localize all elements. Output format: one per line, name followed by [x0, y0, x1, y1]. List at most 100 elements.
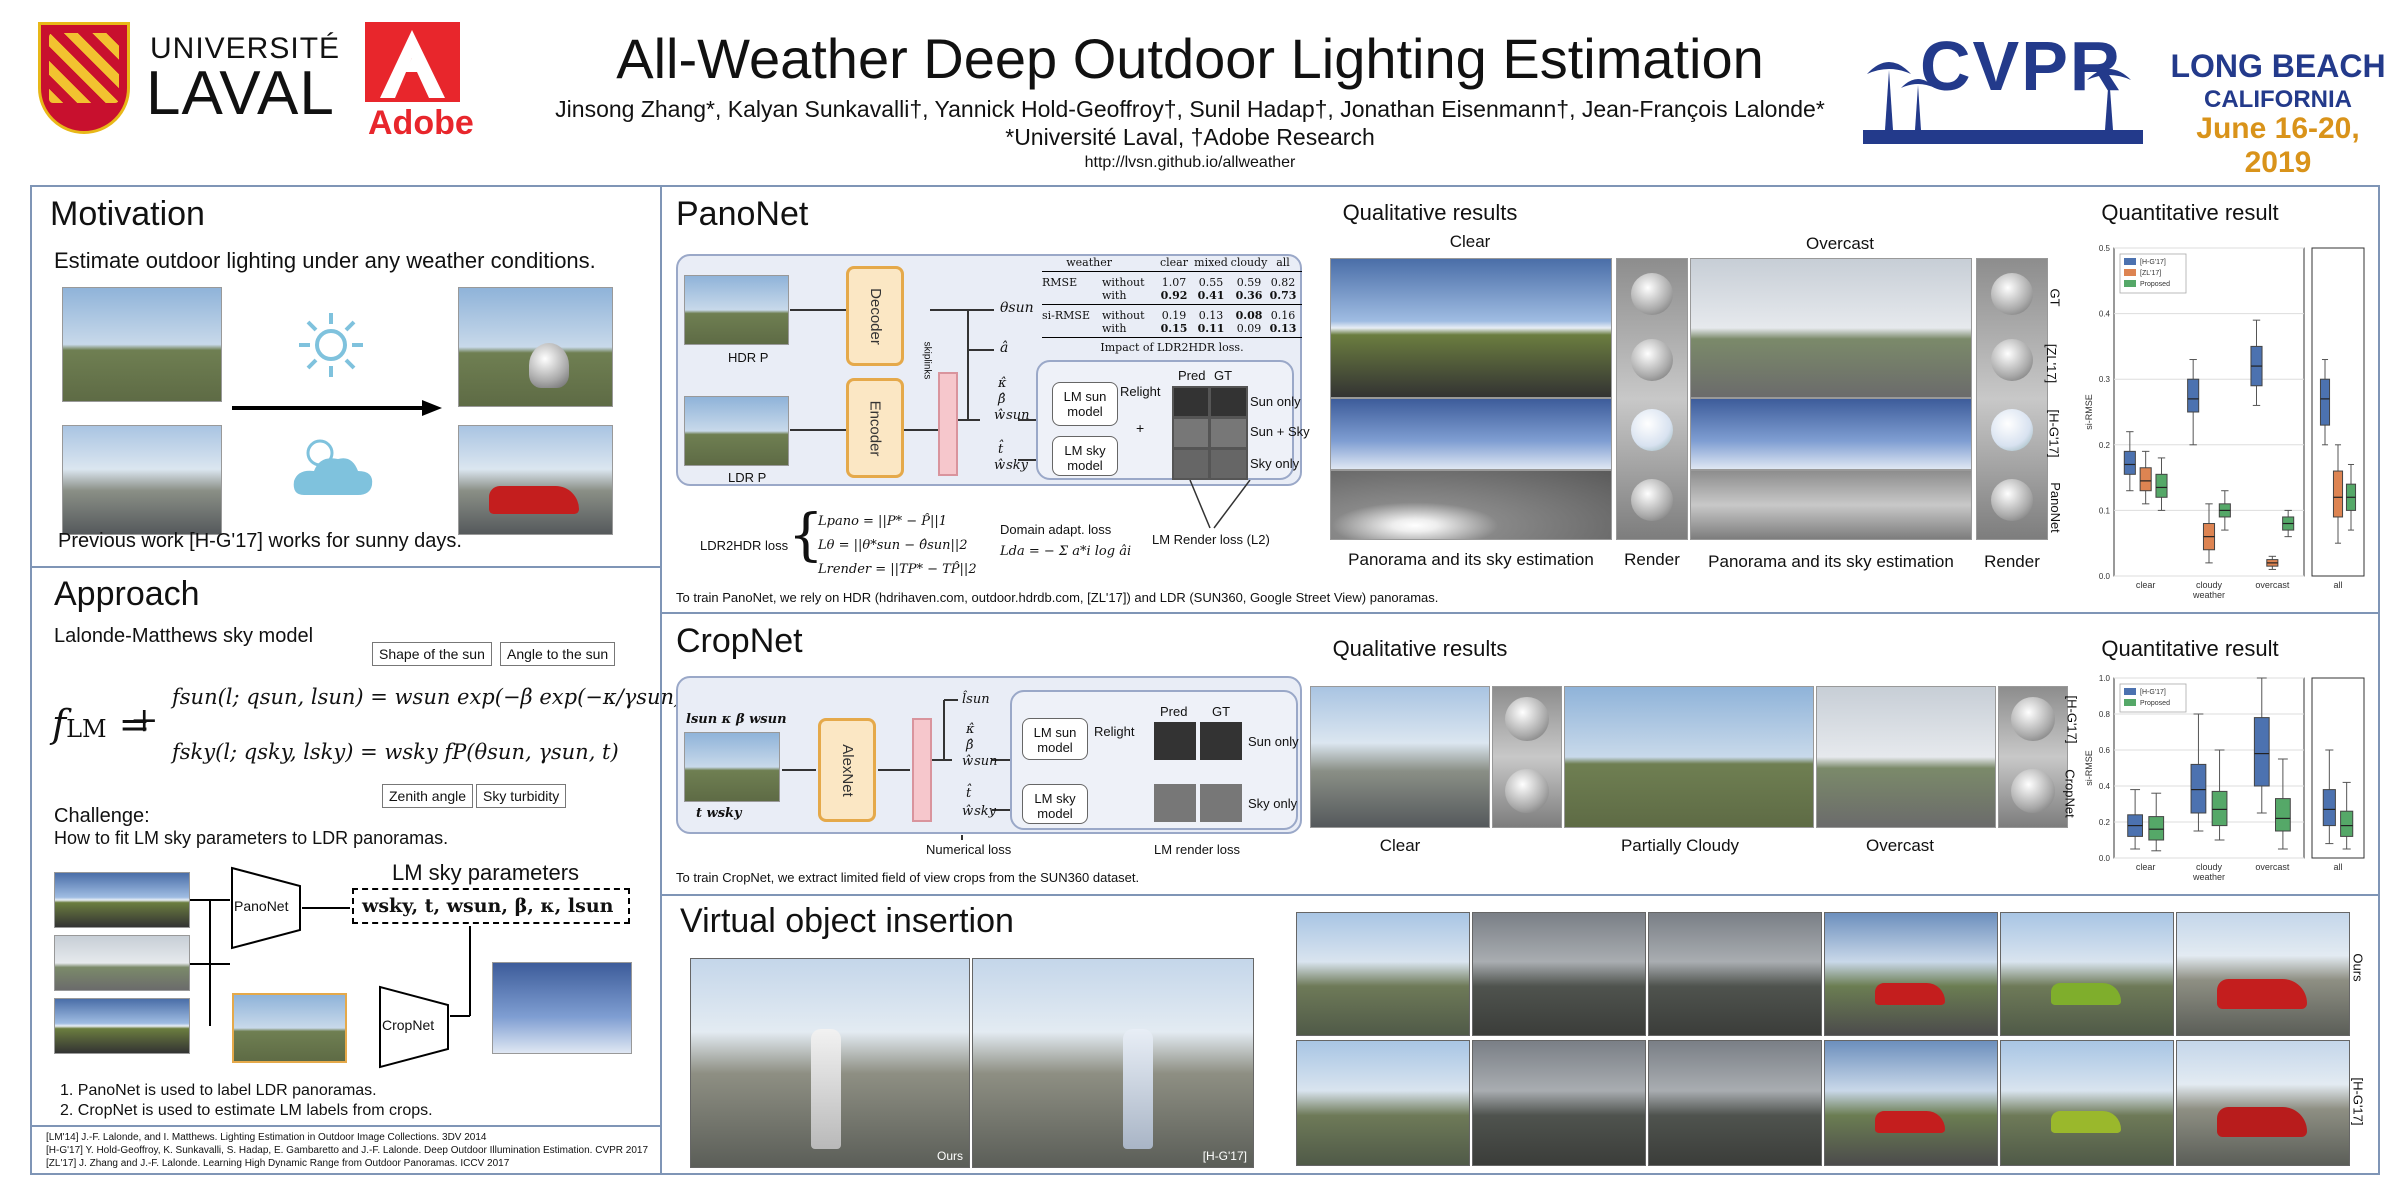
label-zenith-angle: Zenith angle — [382, 784, 473, 808]
crop-overcast-image — [1816, 686, 1996, 828]
approach-step-2: 2. CropNet is used to estimate LM labels… — [60, 1102, 433, 1120]
approach-subtitle: Lalonde-Matthews sky model — [54, 625, 313, 648]
pano-row-zl: [ZL'17] — [2044, 344, 2059, 383]
legend-swatch — [2124, 688, 2136, 695]
insertion-row-hg: [H-G'17] — [2351, 1078, 2366, 1126]
panonet-title: PanoNet — [676, 195, 808, 234]
motivation-footer: Previous work [H-G'17] works for sunny d… — [58, 530, 462, 553]
insertion-grid-2-6 — [2176, 1040, 2350, 1166]
f-sun-formula: fsun(l; qsun, lsun) = wsun exp(−β exp(−κ… — [172, 685, 690, 709]
approach-pano-2 — [54, 935, 190, 991]
crop-w-sky-output: ŵsky — [962, 804, 996, 819]
pano-clear-hg — [1330, 398, 1612, 470]
ref-zl17: [ZL'17] J. Zhang and J.-F. Lalonde. Lear… — [46, 1158, 509, 1169]
panonet-lm-sun-box: LM sun model — [1052, 382, 1118, 426]
lm-render-loss-label: LM Render loss (L2) — [1152, 532, 1270, 547]
box-body — [2149, 817, 2164, 840]
pano-qual-clear: Clear — [1440, 232, 1500, 252]
authors: Jinsong Zhang*, Kalyan Sunkavalli†, Yann… — [440, 96, 1940, 123]
cropnet-footer: To train CropNet, we extract limited fie… — [676, 870, 1139, 885]
label-shape-of-sun: Shape of the sun — [372, 642, 492, 666]
theta-sun-output: θsun — [1000, 300, 1034, 316]
y-tick-label: 0.1 — [2099, 506, 2111, 515]
x-tick-label: overcast — [2255, 862, 2290, 872]
approach-pano-3 — [54, 998, 190, 1054]
cropnet-lm-sun-box: LM sun model — [1022, 718, 1088, 760]
cropnet-inputs-2: t wsky — [696, 806, 742, 821]
legend-entry: [H-G'17] — [2140, 259, 2166, 266]
location-2: CALIFORNIA — [2168, 86, 2388, 114]
box-body — [2124, 451, 2135, 474]
insertion-grid-2-4 — [1824, 1040, 1998, 1166]
panonet-footer: To train PanoNet, we rely on HDR (hdriha… — [676, 590, 1438, 605]
legend-swatch — [2124, 699, 2136, 706]
panonet-divider — [660, 612, 2380, 614]
w-sky-output: ŵsky — [994, 458, 1028, 473]
crop-overcast-render — [1998, 686, 2068, 828]
crop-clear-render — [1492, 686, 1562, 828]
university-name-2: LAVAL — [146, 58, 335, 129]
crop-cap-overcast: Overcast — [1840, 836, 1960, 856]
y-axis-label: si-RMSE — [2084, 394, 2094, 430]
box-body — [2156, 474, 2167, 497]
motivation-title: Motivation — [50, 195, 205, 234]
panonet-relight-label: Relight — [1120, 384, 1160, 399]
crop-kappa-output: κ̂ — [966, 722, 975, 737]
insertion-hg-image: [H-G'17] — [972, 958, 1254, 1168]
box-body — [2333, 471, 2342, 517]
laval-crest-icon — [38, 22, 130, 134]
challenge-title: Challenge: — [54, 805, 150, 828]
panonet-ldr-image — [684, 396, 789, 466]
x-tick-label: all — [2333, 580, 2342, 590]
poster-title: All-Weather Deep Outdoor Lighting Estima… — [520, 26, 1860, 91]
pano-cap-render-1: Render — [1616, 550, 1688, 570]
render-clear-col — [1616, 258, 1688, 540]
pano-row-hg: [H-G'17] — [2047, 410, 2062, 458]
cropnet-render-grid — [1154, 722, 1242, 822]
insertion-row-ours: Ours — [2351, 953, 2366, 981]
refs-divider — [30, 1125, 660, 1127]
x-tick-label: cloudy — [2196, 580, 2223, 590]
t-output: t̂ — [998, 442, 1003, 457]
lm-render-loss-crop: LM render loss — [1154, 842, 1240, 857]
crop-quant-chart: 0.0 0.2 0.4 0.6 0.8 1.0 si-RMSE clear cloudyweat… — [2080, 670, 2370, 892]
insertion-grid-2-1 — [1296, 1040, 1470, 1166]
pano-cap-render-2: Render — [1976, 552, 2048, 572]
box-body — [2320, 379, 2329, 425]
panonet-pred-label: Pred — [1178, 368, 1205, 383]
pano-qual-overcast: Overcast — [1790, 234, 1890, 254]
crop-quant-title: Quantitative result — [2090, 636, 2290, 662]
ref-hg17: [H-G'17] Y. Hold-Geoffroy, K. Sunkavalli… — [46, 1145, 648, 1156]
crop-row-cropnet: CropNet — [2063, 769, 2078, 817]
crop-cap-partly: Partially Cloudy — [1580, 836, 1780, 856]
cropnet-gt-label: GT — [1212, 704, 1230, 719]
box-body — [2323, 790, 2335, 826]
panonet-render-grid — [1172, 386, 1248, 480]
hdr-label: HDR P — [728, 350, 768, 365]
crop-l-sun-output: l̂sun — [962, 692, 990, 707]
ldr2hdr-loss-label: LDR2HDR loss — [700, 538, 788, 553]
plus-sign: + — [130, 700, 159, 740]
motivation-text: Estimate outdoor lighting under any weat… — [54, 248, 596, 274]
crop-qual-title: Qualitative results — [1320, 636, 1520, 662]
y-tick-label: 0.3 — [2099, 375, 2111, 384]
panonet-lm-sky-box: LM sky model — [1052, 436, 1118, 476]
panonet-sun-sky: Sun + Sky — [1250, 424, 1310, 439]
cropnet-sun-only: Sun only — [1248, 734, 1299, 749]
crop-beta-output: β̂ — [966, 738, 974, 753]
pano-clear-gt — [1330, 258, 1612, 398]
cropnet-input-image — [684, 732, 780, 802]
legend-swatch — [2124, 280, 2136, 287]
label-angle-to-sun: Angle to the sun — [500, 642, 615, 666]
crop-clear-image — [1310, 686, 1490, 828]
chart-frame-all — [2312, 678, 2364, 858]
panonet-sun-only: Sun only — [1250, 394, 1301, 409]
conference-dates: June 16-20, 2019 — [2160, 112, 2396, 180]
legend-entry: [H-G'17] — [2140, 689, 2166, 696]
kappa-output: κ̂ — [998, 376, 1007, 391]
beta-output: β̂ — [998, 392, 1006, 407]
numerical-loss-label: Numerical loss — [926, 842, 1011, 857]
panonet-gt-label: GT — [1214, 368, 1232, 383]
box-body — [2276, 799, 2291, 831]
pano-overcast-gt — [1690, 258, 1972, 398]
